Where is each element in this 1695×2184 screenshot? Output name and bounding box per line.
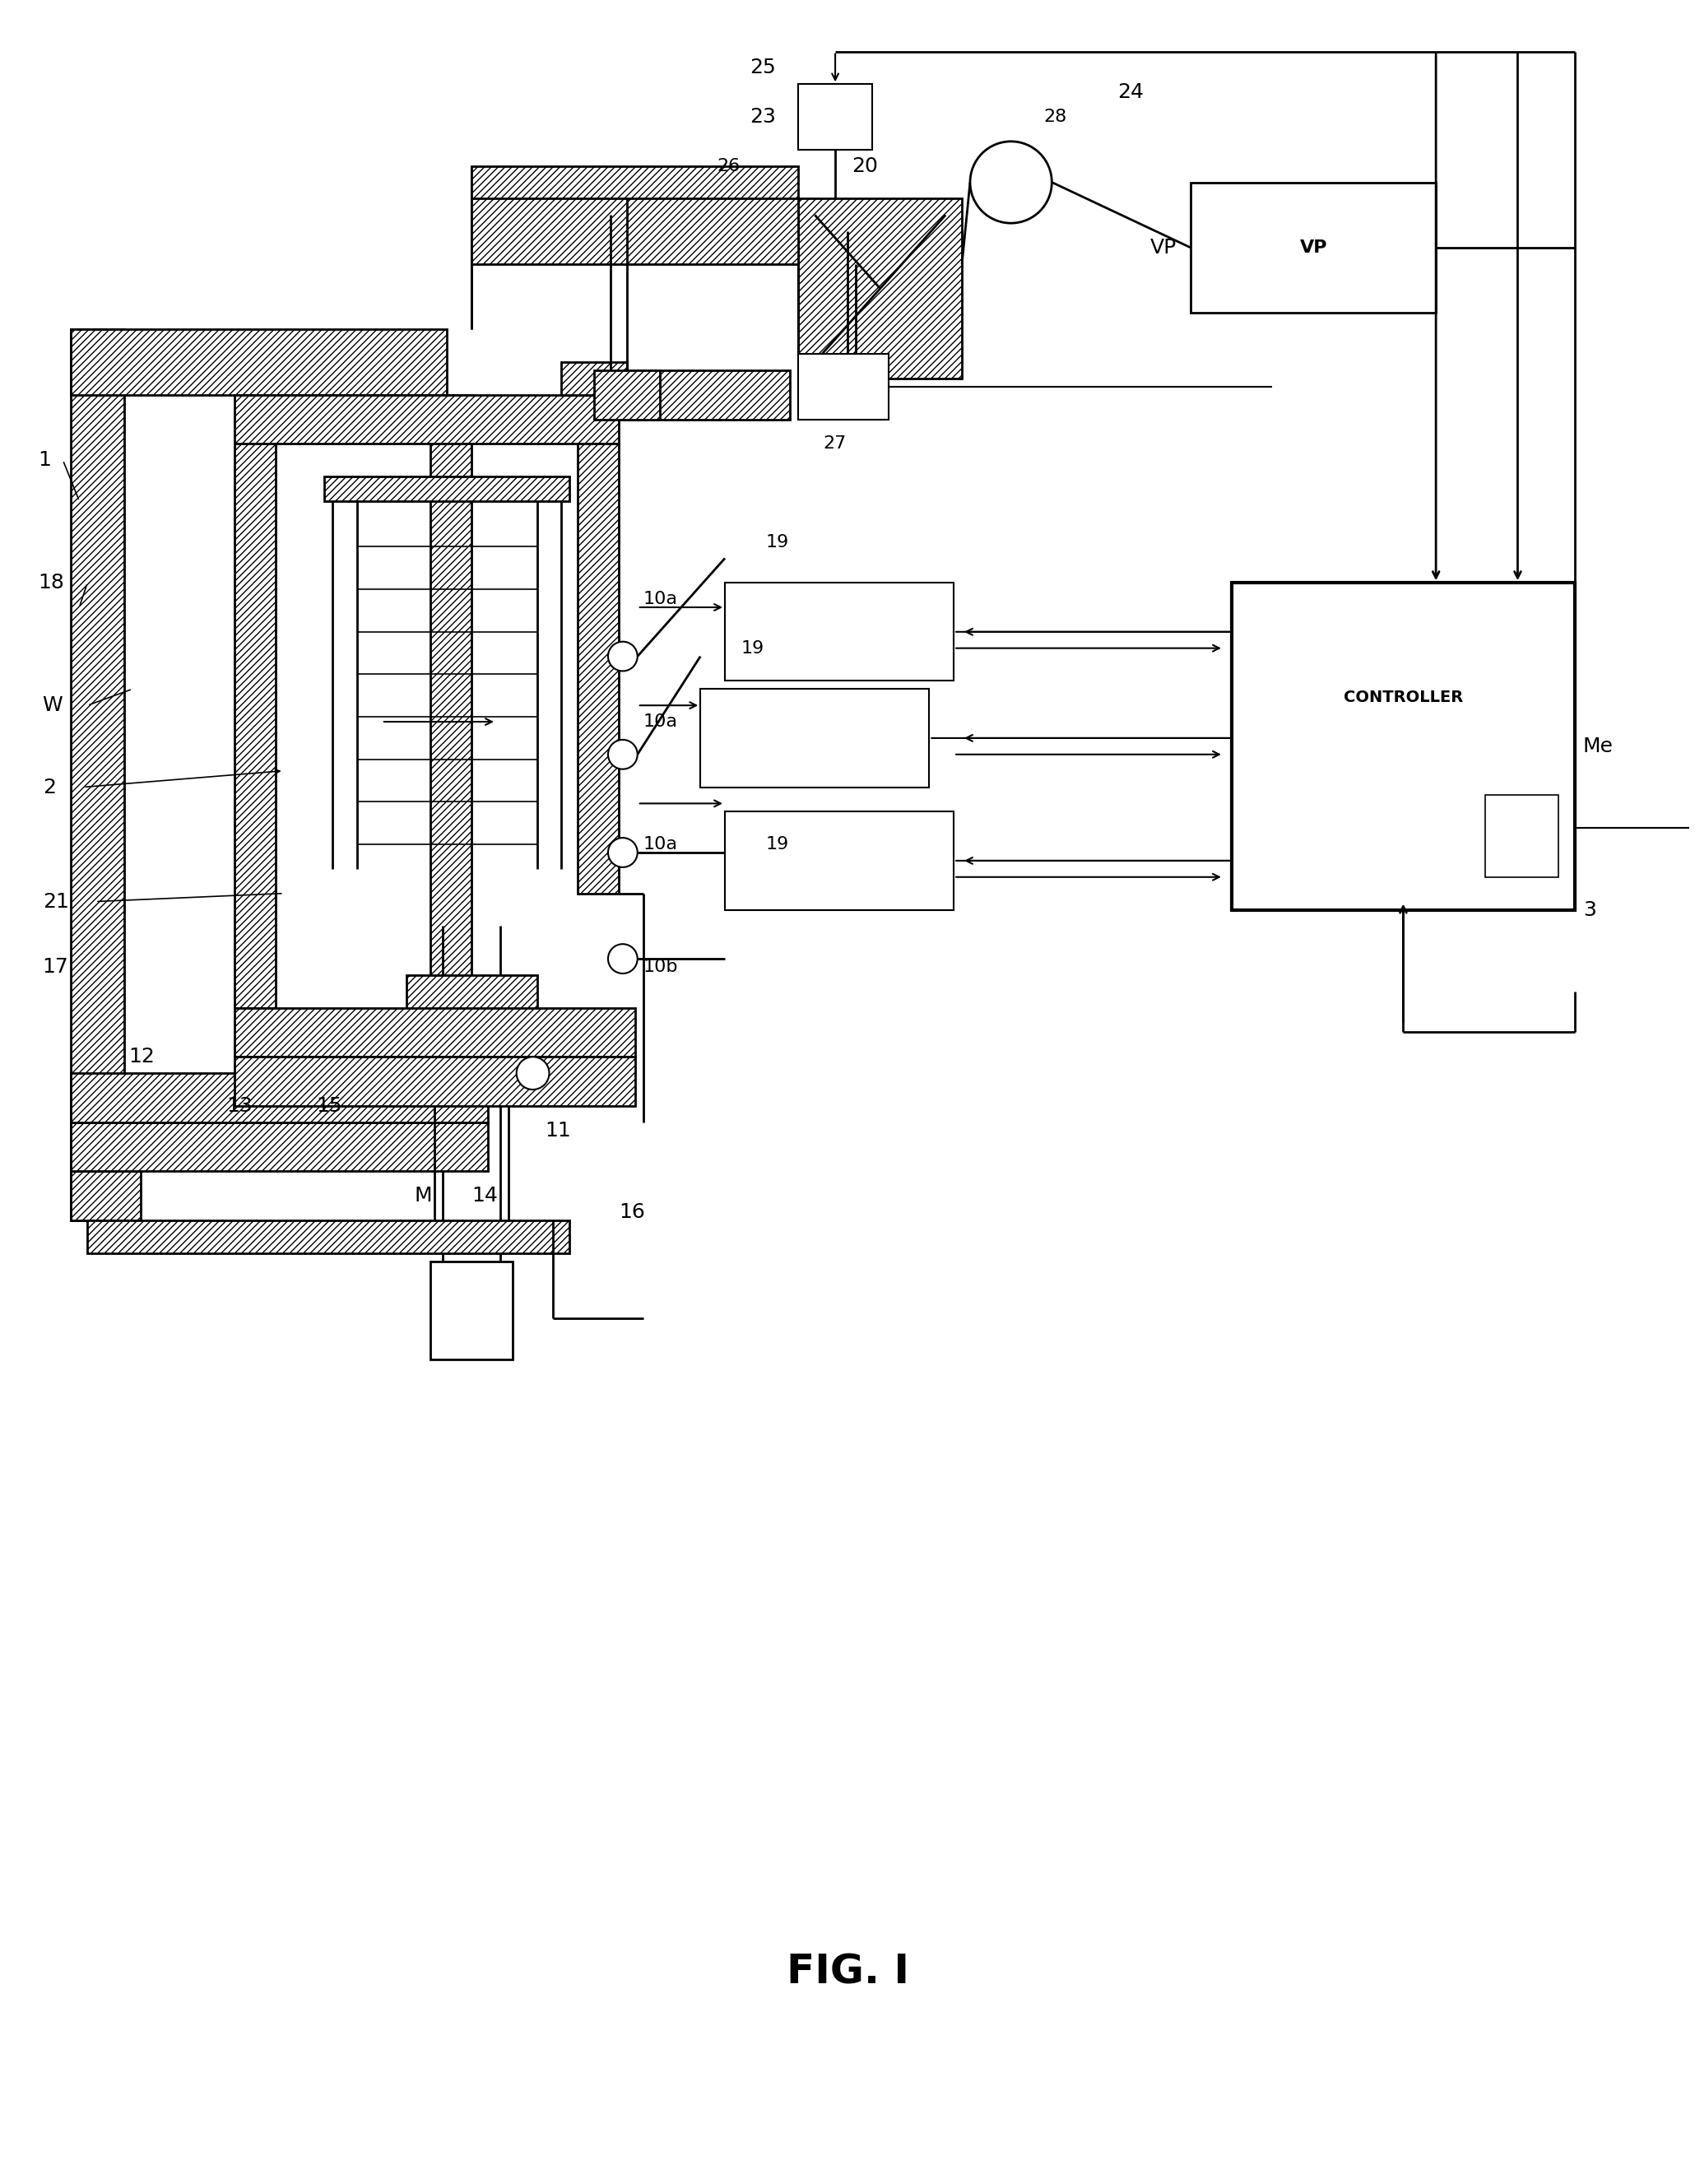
Polygon shape [471, 166, 798, 232]
Circle shape [609, 642, 637, 670]
Circle shape [517, 1057, 549, 1090]
Text: 25: 25 [749, 59, 776, 79]
Text: 11: 11 [546, 1120, 571, 1140]
Bar [431, 1260, 512, 1358]
Polygon shape [595, 371, 659, 419]
Text: 20: 20 [851, 155, 878, 175]
Text: W: W [42, 695, 63, 716]
Polygon shape [619, 371, 790, 419]
Text: 16: 16 [619, 1201, 644, 1223]
Text: 24: 24 [1117, 83, 1144, 103]
Circle shape [609, 943, 637, 974]
Polygon shape [71, 330, 124, 1221]
Bar [798, 85, 871, 149]
Polygon shape [234, 419, 275, 1007]
Text: 2: 2 [42, 778, 56, 797]
Polygon shape [561, 363, 627, 395]
Bar [798, 354, 888, 419]
Text: Me: Me [1583, 736, 1614, 756]
Polygon shape [71, 1123, 488, 1171]
Text: FIG. I: FIG. I [786, 1952, 909, 1992]
Text: 3: 3 [1583, 900, 1597, 919]
Polygon shape [407, 974, 537, 1024]
Text: 13: 13 [227, 1096, 253, 1116]
Text: 18: 18 [39, 572, 64, 592]
Polygon shape [324, 476, 570, 500]
Text: CONTROLLER: CONTROLLER [1344, 690, 1463, 705]
Text: 10a: 10a [642, 836, 678, 852]
Polygon shape [71, 1072, 488, 1123]
Polygon shape [234, 1057, 636, 1105]
Text: 15: 15 [317, 1096, 342, 1116]
Circle shape [970, 142, 1053, 223]
Polygon shape [431, 395, 471, 1033]
Bar [725, 812, 954, 911]
Text: VP: VP [1149, 238, 1176, 258]
Bar [700, 688, 929, 786]
Bar [1485, 795, 1558, 878]
Text: 14: 14 [471, 1186, 498, 1206]
Polygon shape [234, 395, 619, 443]
Text: 19: 19 [766, 533, 788, 550]
Text: 17: 17 [42, 957, 68, 976]
Text: 28: 28 [1044, 109, 1066, 124]
Text: 26: 26 [717, 157, 741, 175]
Text: 19: 19 [766, 836, 788, 852]
Polygon shape [71, 330, 447, 395]
Text: 1: 1 [39, 450, 51, 470]
Text: 21: 21 [42, 891, 69, 911]
Text: 10b: 10b [642, 959, 678, 976]
Text: 23: 23 [749, 107, 776, 127]
Polygon shape [71, 1171, 141, 1221]
Polygon shape [234, 1007, 636, 1057]
Text: 10a: 10a [642, 714, 678, 729]
Bar [1232, 583, 1575, 911]
Polygon shape [471, 199, 798, 264]
Bar [725, 583, 954, 681]
Circle shape [609, 839, 637, 867]
Polygon shape [578, 443, 619, 893]
Polygon shape [88, 1221, 570, 1254]
Text: VP: VP [1300, 240, 1327, 256]
Bar [1192, 181, 1436, 312]
Text: 12: 12 [129, 1046, 154, 1066]
Circle shape [609, 740, 637, 769]
Polygon shape [798, 199, 963, 378]
Text: 10a: 10a [642, 592, 678, 607]
Text: 19: 19 [741, 640, 764, 657]
Text: M: M [414, 1186, 432, 1206]
Text: 27: 27 [824, 435, 846, 452]
